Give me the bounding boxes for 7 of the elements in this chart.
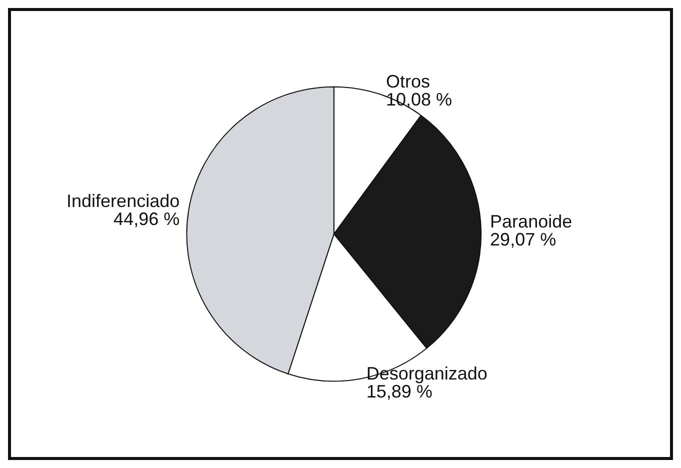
slice-label: Otros [386, 71, 430, 92]
slice-label: Paranoide [490, 211, 572, 232]
slice-label: Desorganizado [366, 364, 488, 384]
data-label: 10,08 % [386, 89, 452, 110]
slice-label: Indiferenciado [66, 191, 180, 212]
data-label: 44,96 % [114, 209, 180, 230]
data-label: 29,07 % [490, 229, 556, 250]
